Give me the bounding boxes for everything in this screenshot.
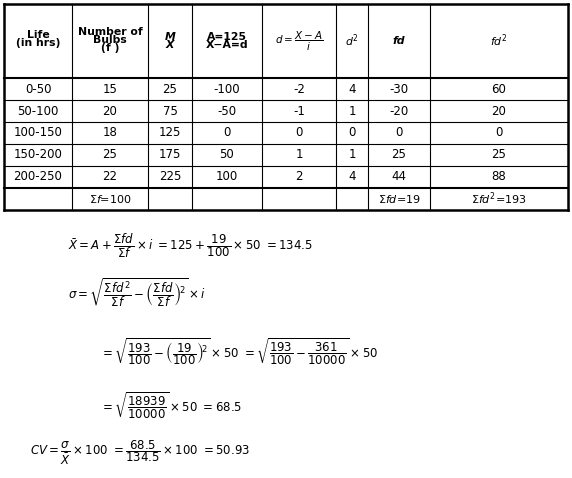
Text: 20: 20 xyxy=(491,105,506,118)
Text: 0: 0 xyxy=(295,127,303,140)
Text: Life: Life xyxy=(27,30,49,40)
Text: 4: 4 xyxy=(348,83,356,96)
Text: Number of: Number of xyxy=(78,27,142,37)
Text: -2: -2 xyxy=(293,83,305,96)
Text: 0-50: 0-50 xyxy=(25,83,51,96)
Text: 150-200: 150-200 xyxy=(14,149,62,162)
Text: 25: 25 xyxy=(392,149,407,162)
Text: $\mathit{\Sigma f}$=100: $\mathit{\Sigma f}$=100 xyxy=(89,193,132,205)
Text: 0: 0 xyxy=(495,127,503,140)
Text: 0: 0 xyxy=(223,127,231,140)
Text: 25: 25 xyxy=(102,149,117,162)
Text: $=\sqrt{\dfrac{193}{100}-\left(\dfrac{19}{100}\right)^{\!2}}\times50\ =\sqrt{\df: $=\sqrt{\dfrac{193}{100}-\left(\dfrac{19… xyxy=(100,336,378,367)
Text: -30: -30 xyxy=(390,83,408,96)
Text: 0: 0 xyxy=(348,127,356,140)
Text: Bulbs: Bulbs xyxy=(93,35,127,45)
Text: 88: 88 xyxy=(491,171,506,184)
Text: 25: 25 xyxy=(491,149,506,162)
Text: (f ): (f ) xyxy=(101,43,119,53)
Text: $d^2$: $d^2$ xyxy=(345,33,359,49)
Text: fd: fd xyxy=(393,36,405,46)
Text: 18: 18 xyxy=(102,127,117,140)
Text: $\mathit{\Sigma fd^2}$=193: $\mathit{\Sigma fd^2}$=193 xyxy=(471,191,527,207)
Text: 15: 15 xyxy=(102,83,117,96)
Text: 20: 20 xyxy=(102,105,117,118)
Text: $\bar{X}=A+\dfrac{\mathit{\Sigma fd}}{\mathit{\Sigma f}}\times i\ =125+\dfrac{19: $\bar{X}=A+\dfrac{\mathit{\Sigma fd}}{\m… xyxy=(68,232,313,260)
Text: 225: 225 xyxy=(159,171,181,184)
Text: 200-250: 200-250 xyxy=(14,171,62,184)
Text: X−A=d: X−A=d xyxy=(206,40,248,50)
Text: 4: 4 xyxy=(348,171,356,184)
Text: 2: 2 xyxy=(295,171,303,184)
Text: 75: 75 xyxy=(162,105,177,118)
Text: 100-150: 100-150 xyxy=(14,127,62,140)
Text: -1: -1 xyxy=(293,105,305,118)
Text: $\sigma=\sqrt{\dfrac{\mathit{\Sigma fd^2}}{\mathit{\Sigma f}}-\left(\dfrac{\math: $\sigma=\sqrt{\dfrac{\mathit{\Sigma fd^2… xyxy=(68,276,206,308)
Text: 0: 0 xyxy=(395,127,403,140)
Text: M: M xyxy=(165,32,176,42)
Text: 1: 1 xyxy=(348,149,356,162)
Text: 44: 44 xyxy=(391,171,407,184)
Text: 50-100: 50-100 xyxy=(17,105,59,118)
Text: $=\sqrt{\dfrac{18939}{10000}}\times50\ =68.5$: $=\sqrt{\dfrac{18939}{10000}}\times50\ =… xyxy=(100,391,242,421)
Text: $d=\dfrac{X-A}{i}$: $d=\dfrac{X-A}{i}$ xyxy=(275,29,323,53)
Text: 60: 60 xyxy=(491,83,506,96)
Text: 25: 25 xyxy=(162,83,177,96)
Text: 175: 175 xyxy=(159,149,181,162)
Text: 50: 50 xyxy=(220,149,235,162)
Text: $\mathit{\Sigma fd}$=19: $\mathit{\Sigma fd}$=19 xyxy=(378,193,420,205)
Text: -50: -50 xyxy=(217,105,237,118)
Text: $fd^2$: $fd^2$ xyxy=(490,33,508,49)
Text: (in hrs): (in hrs) xyxy=(16,38,60,48)
Text: X: X xyxy=(166,40,174,50)
Text: 1: 1 xyxy=(348,105,356,118)
Text: 100: 100 xyxy=(216,171,238,184)
Text: A=125: A=125 xyxy=(207,32,247,42)
Text: 22: 22 xyxy=(102,171,117,184)
Text: 125: 125 xyxy=(159,127,181,140)
Text: 1: 1 xyxy=(295,149,303,162)
Text: $CV=\dfrac{\sigma}{\bar{X}}\times100\ =\dfrac{68.5}{134.5}\times100\ =50.93$: $CV=\dfrac{\sigma}{\bar{X}}\times100\ =\… xyxy=(30,439,250,467)
Text: -20: -20 xyxy=(390,105,408,118)
Text: -100: -100 xyxy=(214,83,240,96)
